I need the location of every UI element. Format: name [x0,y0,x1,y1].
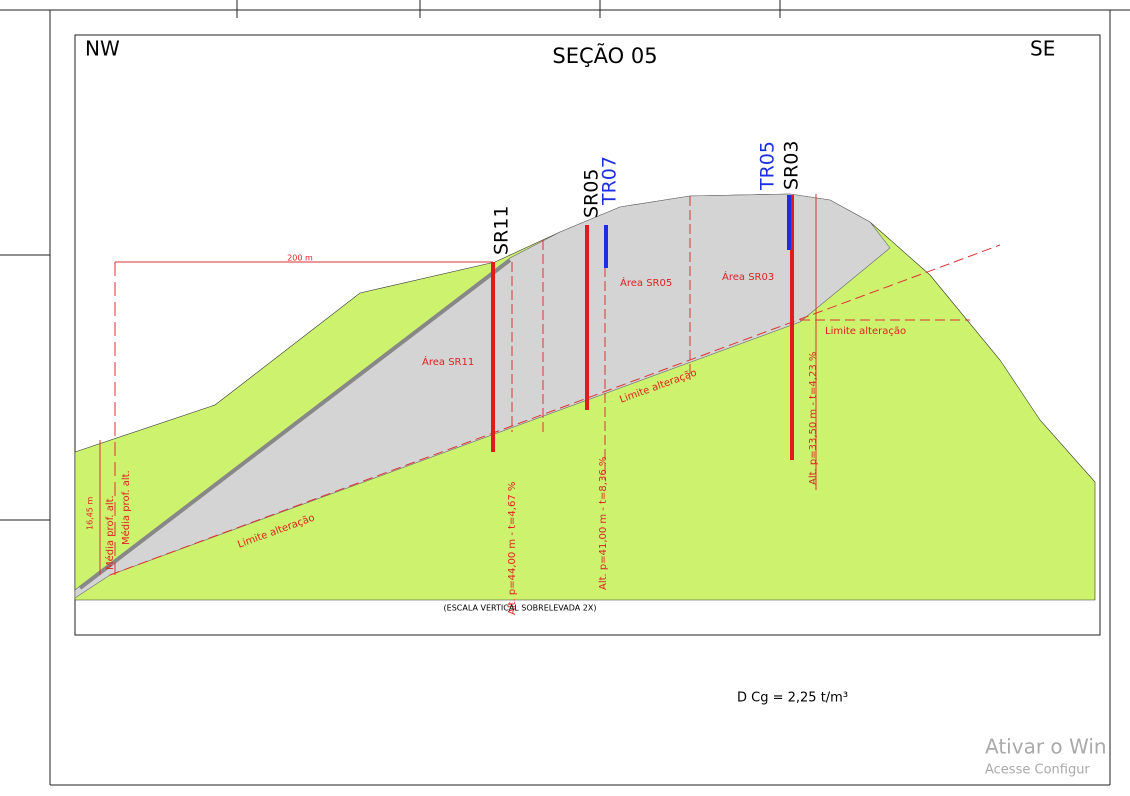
borehole-label: TR07 [599,156,621,206]
annotation: Alt. p=44,00 m - t=4,67 % [507,482,518,615]
drawing-sheet: NW SEÇÃO 05 SE SR11 SR05 TR07 TR05 SR03 … [0,0,1130,796]
density: D Cg = 2,25 t/m³ [737,691,848,706]
annotation: 16,45 m [86,497,95,530]
watermark: Acesse Configur [985,763,1090,778]
annotation: Limite alteração [825,326,906,337]
section-title: SEÇÃO 05 [552,42,657,68]
annotation: Média prof. alt. [104,495,116,570]
borehole-label: SR03 [781,141,803,190]
annotation: Média prof. alt. [120,470,132,545]
annotation: Área SR05 [620,276,672,289]
annotation: Alt. p=41,00 m - t=8,36 % [598,457,609,590]
direction-left: NW [85,37,120,61]
annotation: Área SR03 [722,270,774,283]
page: NW SEÇÃO 05 SE SR11 SR05 TR07 TR05 SR03 … [0,0,1130,796]
annotation: Alt. p=33,50 m - t=4,23 % [808,352,819,485]
scale-note: (ESCALA VERTICAL SOBRELEVADA 2X) [444,604,597,613]
annotation: Área SR11 [422,355,474,368]
borehole-label: TR05 [757,141,779,191]
annotation: 200 m [287,254,313,263]
watermark: Ativar o Win [985,735,1107,759]
borehole-label: SR11 [491,206,513,255]
direction-right: SE [1030,37,1055,61]
